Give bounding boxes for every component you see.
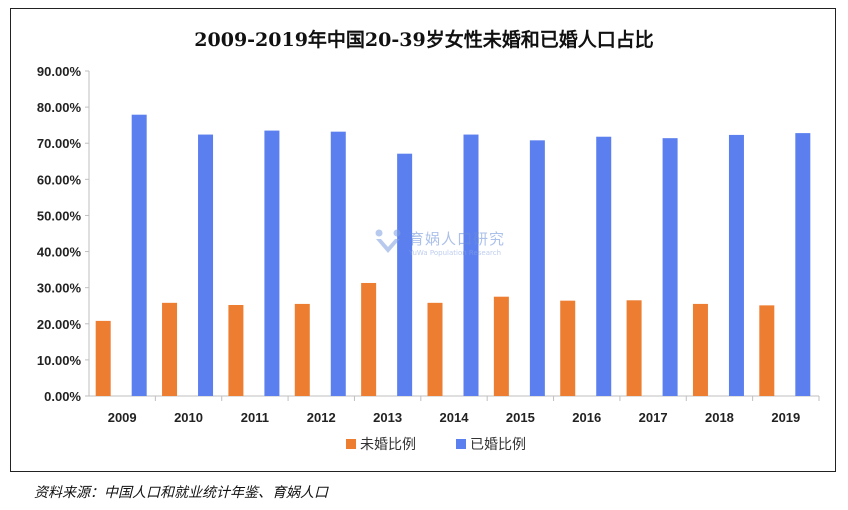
x-tick-label: 2012 (307, 410, 336, 425)
bar-married (330, 131, 346, 396)
watermark: 育娲人口研究 YuWa Population Research (373, 227, 505, 257)
bar-married (397, 153, 413, 396)
bar-unmarried (228, 305, 244, 396)
bar-married (728, 134, 744, 396)
y-tick-label: 0.00% (44, 389, 81, 404)
bar-married (264, 130, 280, 396)
legend-swatch (346, 439, 356, 449)
chart-frame: 2009-2019年中国20-39岁女性未婚和已婚人口占比 0.00% 10.00… (10, 8, 836, 472)
bar-unmarried (759, 305, 775, 396)
bar-unmarried (560, 300, 576, 396)
x-tick-label: 2013 (373, 410, 402, 425)
bar-unmarried (427, 302, 443, 396)
bar-unmarried (692, 303, 708, 396)
yuwa-logo-icon (375, 229, 401, 253)
x-tick-label: 2011 (241, 410, 269, 425)
y-tick-label: 90.00% (37, 64, 82, 79)
bar-unmarried (162, 302, 178, 396)
y-tick-label: 30.00% (37, 281, 82, 296)
y-tick-label: 50.00% (37, 208, 82, 223)
x-tick-label: 2010 (174, 410, 203, 425)
watermark-name: 育娲人口研究 (409, 229, 506, 248)
legend-swatch (456, 439, 466, 449)
bar-married (529, 140, 545, 396)
x-tick-label: 2015 (506, 410, 535, 425)
y-tick-label: 80.00% (37, 100, 82, 115)
x-tick-label: 2009 (108, 410, 137, 425)
y-tick-label: 70.00% (37, 136, 82, 151)
bar-married (131, 114, 147, 396)
bar-married (662, 138, 678, 396)
watermark-english: YuWa Population Research (409, 248, 502, 257)
bar-married (198, 134, 214, 397)
bar-unmarried (294, 303, 310, 396)
y-tick-label: 20.00% (37, 317, 82, 332)
bar-married (596, 136, 612, 396)
bar-married (463, 134, 479, 397)
x-tick-label: 2016 (572, 410, 601, 425)
legend-label: 已婚比例 (470, 437, 526, 453)
x-tick-label: 2019 (771, 410, 800, 425)
legend-label: 未婚比例 (360, 437, 416, 453)
x-tick-label: 2017 (639, 410, 668, 425)
x-tick-label: 2014 (440, 410, 470, 425)
bar-unmarried (361, 282, 377, 396)
bar-unmarried (626, 300, 642, 396)
chart-title: 2009-2019年中国20-39岁女性未婚和已婚人口占比 (194, 29, 654, 51)
y-tick-label: 60.00% (37, 172, 82, 187)
y-tick-label: 40.00% (37, 245, 82, 260)
bar-chart: 0.00% 10.00% 20.00% 30.00% 40.00% 50.00% 60.00… (37, 64, 820, 453)
bar-unmarried (95, 320, 111, 396)
bar-unmarried (493, 296, 509, 396)
bar-married (795, 133, 811, 396)
x-tick-label: 2018 (705, 410, 734, 425)
y-tick-label: 10.00% (37, 353, 82, 368)
source-note: 资料来源：中国人口和就业统计年鉴、育娲人口 (34, 485, 328, 501)
